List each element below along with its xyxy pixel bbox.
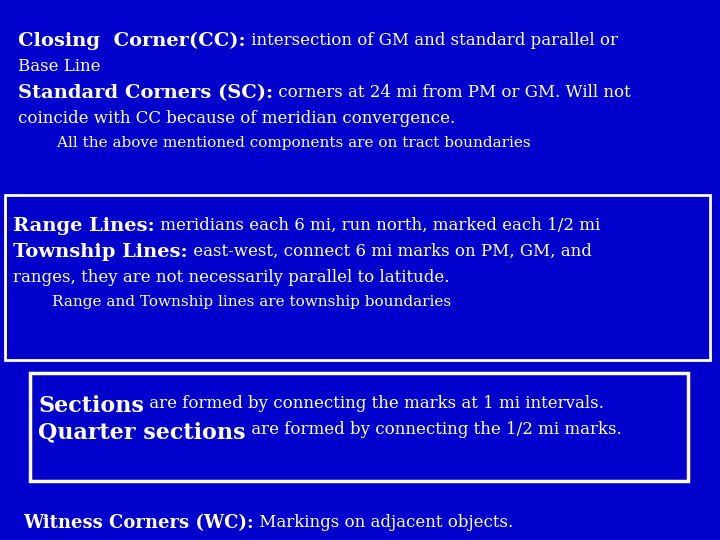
Text: Markings on adjacent objects.: Markings on adjacent objects. (253, 514, 513, 531)
Text: Witness Corners (WC):: Witness Corners (WC): (23, 514, 253, 532)
Text: corners at 24 mi from PM or GM. Will not: corners at 24 mi from PM or GM. Will not (273, 84, 631, 101)
Text: Range and Township lines are township boundaries: Range and Township lines are township bo… (13, 295, 451, 309)
Bar (30, 373, 688, 481)
Text: Standard Corners (SC):: Standard Corners (SC): (18, 84, 273, 102)
Text: intersection of GM and standard parallel or: intersection of GM and standard parallel… (246, 32, 618, 49)
Text: Township Lines:: Township Lines: (13, 243, 188, 261)
Text: Quarter sections: Quarter sections (38, 421, 246, 443)
Text: Closing  Corner(CC):: Closing Corner(CC): (18, 32, 246, 50)
Text: Base Line: Base Line (18, 58, 101, 75)
Text: coincide with CC because of meridian convergence.: coincide with CC because of meridian con… (18, 110, 455, 127)
Bar (5, 195, 710, 360)
Text: Range Lines:: Range Lines: (13, 217, 155, 235)
Text: are formed by connecting the marks at 1 mi intervals.: are formed by connecting the marks at 1 … (144, 395, 604, 412)
Text: Sections: Sections (38, 395, 144, 417)
Text: are formed by connecting the 1/2 mi marks.: are formed by connecting the 1/2 mi mark… (246, 421, 621, 438)
Text: east-west, connect 6 mi marks on PM, GM, and: east-west, connect 6 mi marks on PM, GM,… (188, 243, 592, 260)
Text: All the above mentioned components are on tract boundaries: All the above mentioned components are o… (18, 136, 531, 150)
Text: ranges, they are not necessarily parallel to latitude.: ranges, they are not necessarily paralle… (13, 269, 449, 286)
Text: meridians each 6 mi, run north, marked each 1/2 mi: meridians each 6 mi, run north, marked e… (155, 217, 600, 234)
